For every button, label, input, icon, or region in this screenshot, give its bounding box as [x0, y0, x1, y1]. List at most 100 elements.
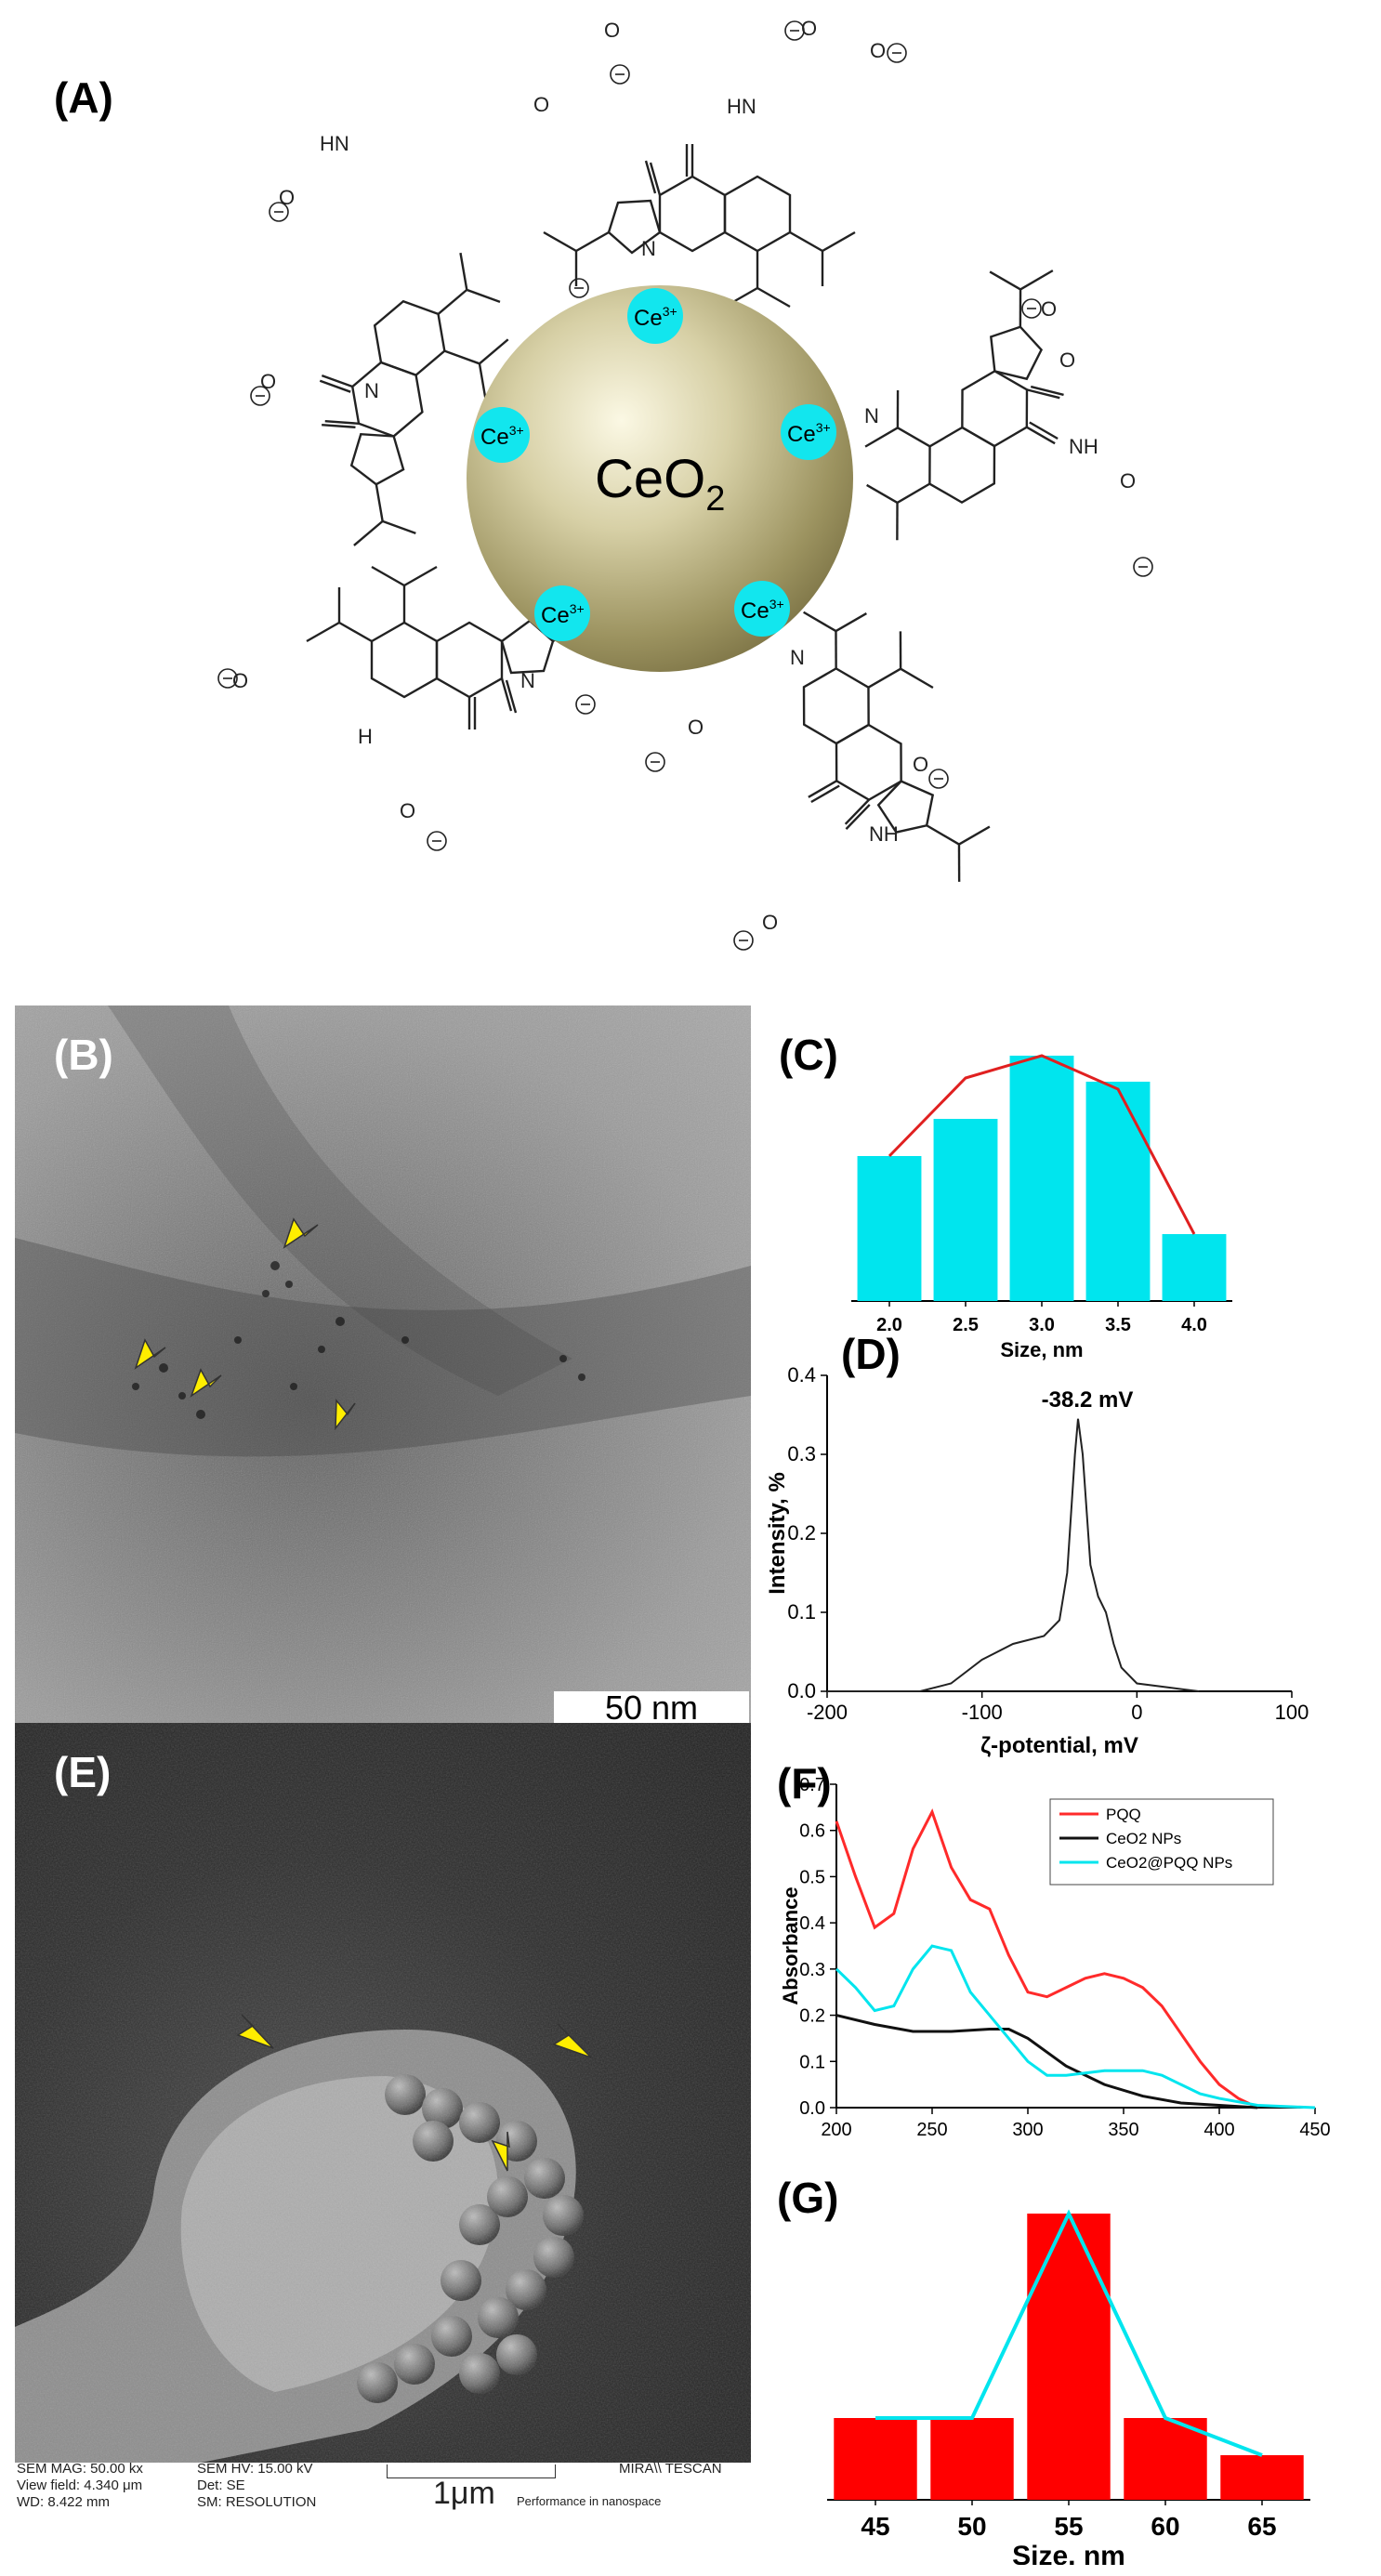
- chart-f: 200 250 300 350 400 450 0.0 0.1 0.2 0.3 0.4 0.5 0.6 0…: [781, 1775, 1331, 2140]
- bar: [933, 1119, 998, 1301]
- panel-label-c: (C): [779, 1031, 838, 1079]
- arrow-icon: [283, 1217, 319, 1249]
- y-tick-label: 0.2: [787, 1521, 816, 1544]
- ce3-ion: Ce3+: [781, 404, 836, 460]
- tem-micrograph: [15, 1005, 751, 1723]
- arrow-markers: [134, 1217, 356, 1431]
- y-tick-label: 0.4: [799, 1913, 825, 1934]
- svg-text:NH: NH: [1069, 435, 1098, 458]
- series-line: [835, 1808, 1258, 2109]
- legend-label: CeO2@PQQ NPs: [1106, 1854, 1232, 1872]
- y-tick-label: 0.7: [799, 1775, 825, 1795]
- x-tick-label: 45: [861, 2512, 889, 2541]
- x-tick-label: 250: [916, 2120, 947, 2140]
- y-tick-label: 0.6: [799, 1821, 825, 1842]
- panel-label-b: (B): [54, 1031, 113, 1079]
- y-tick-label: 0.0: [799, 2098, 825, 2119]
- svg-text:Ce3+: Ce3+: [634, 304, 677, 331]
- svg-text:O: O: [533, 93, 549, 116]
- x-tick-label: 100: [1275, 1701, 1309, 1724]
- working-distance: WD: 8.422 mm: [17, 2494, 111, 2510]
- arrow-icon: [134, 1338, 166, 1370]
- svg-text:N: N: [520, 669, 535, 692]
- svg-text:Ce3+: Ce3+: [480, 423, 524, 450]
- x-tick-label: 300: [1012, 2120, 1043, 2140]
- ceo2-core: [467, 285, 853, 672]
- series-line: [835, 1944, 1316, 2109]
- svg-text:N: N: [364, 379, 379, 402]
- x-tick-label: -200: [807, 1701, 848, 1724]
- svg-text:O: O: [688, 716, 704, 739]
- x-tick-label: 50: [957, 2512, 986, 2541]
- y-tick-label: 0.5: [799, 1867, 825, 1887]
- panel-label-g: (G): [777, 2174, 839, 2222]
- svg-text:CeO2: CeO2: [595, 449, 725, 519]
- ce3-ion: Ce3+: [734, 581, 790, 637]
- svg-text:N: N: [790, 646, 805, 669]
- scale-bar-b: 50 nm: [554, 1691, 749, 1725]
- legend-label: CeO2 NPs: [1106, 1830, 1181, 1847]
- detector: Det: SE: [197, 2477, 245, 2493]
- view-field: View field: 4.340 μm: [17, 2477, 143, 2493]
- svg-text:Ce3+: Ce3+: [541, 601, 585, 628]
- bar: [857, 1156, 922, 1301]
- core-label: CeO: [595, 449, 705, 509]
- svg-text:O: O: [400, 799, 415, 822]
- y-axis-label: Intensity, %: [765, 1472, 790, 1595]
- svg-text:O: O: [279, 186, 295, 209]
- svg-text:O: O: [870, 39, 886, 62]
- svg-text:H: H: [358, 725, 373, 748]
- x-tick-label: 2.5: [953, 1315, 979, 1335]
- panel-label-a: (A): [54, 73, 113, 122]
- svg-text:Ce3+: Ce3+: [787, 420, 831, 447]
- panel-label-d: (D): [841, 1330, 901, 1378]
- x-tick-label: 2.0: [876, 1315, 902, 1335]
- svg-text:NH: NH: [869, 822, 899, 846]
- x-tick-label: 55: [1054, 2512, 1083, 2541]
- chart-g: 45 50 55 60 65 Size, nm: [827, 2209, 1310, 2565]
- svg-text:O: O: [1041, 297, 1057, 321]
- scale-bar-e: 1μm: [433, 2476, 495, 2511]
- x-axis-label: Size, nm: [1012, 2541, 1125, 2565]
- svg-text:HN: HN: [727, 95, 756, 118]
- peak-annotation: -38.2 mV: [1042, 1387, 1134, 1413]
- y-tick-label: 0.1: [799, 2052, 825, 2072]
- x-tick-label: 3.0: [1029, 1315, 1055, 1335]
- svg-text:O: O: [801, 17, 817, 40]
- arrow-icon: [236, 2014, 274, 2049]
- y-tick-label: 0.3: [787, 1442, 816, 1465]
- series-line: [835, 2014, 1258, 2109]
- arrow-markers: [236, 2014, 592, 2172]
- svg-text:O: O: [604, 19, 620, 42]
- svg-text:O: O: [1120, 469, 1136, 493]
- ce3-ion: Ce3+: [474, 407, 530, 463]
- x-axis-label: ζ-potential, mV: [980, 1733, 1138, 1758]
- y-tick-label: 0.0: [787, 1679, 816, 1702]
- y-axis-label: Absorbance: [781, 1886, 802, 2004]
- bar: [1009, 1056, 1074, 1301]
- panel-label-e: (E): [54, 1748, 112, 1796]
- panel-label-f: (F): [777, 1759, 832, 1807]
- bar: [1220, 2455, 1304, 2500]
- x-tick-label: 65: [1247, 2512, 1276, 2541]
- bar: [1124, 2418, 1207, 2500]
- sem-mag: SEM MAG: 50.00 kx: [17, 2461, 143, 2477]
- x-tick-label: 3.5: [1105, 1315, 1131, 1335]
- y-tick-label: 0.4: [787, 1363, 816, 1387]
- ce3-ion: Ce3+: [627, 288, 683, 344]
- sem-hv: SEM HV: 15.00 kV: [197, 2461, 313, 2477]
- svg-text:N: N: [641, 237, 656, 260]
- series-line: [827, 1418, 1200, 1692]
- brand-tagline: Performance in nanospace: [517, 2494, 662, 2508]
- pqq-ligand: [542, 142, 857, 309]
- x-tick-label: 4.0: [1181, 1315, 1207, 1335]
- scan-mode: SM: RESOLUTION: [197, 2494, 317, 2510]
- fit-line: [875, 2209, 1263, 2457]
- bar: [834, 2418, 917, 2500]
- y-tick-label: 0.2: [799, 2006, 825, 2027]
- x-tick-label: 400: [1203, 2120, 1234, 2140]
- scale-ruler: [387, 2464, 556, 2478]
- x-tick-label: 200: [821, 2120, 851, 2140]
- svg-text:O: O: [260, 370, 276, 393]
